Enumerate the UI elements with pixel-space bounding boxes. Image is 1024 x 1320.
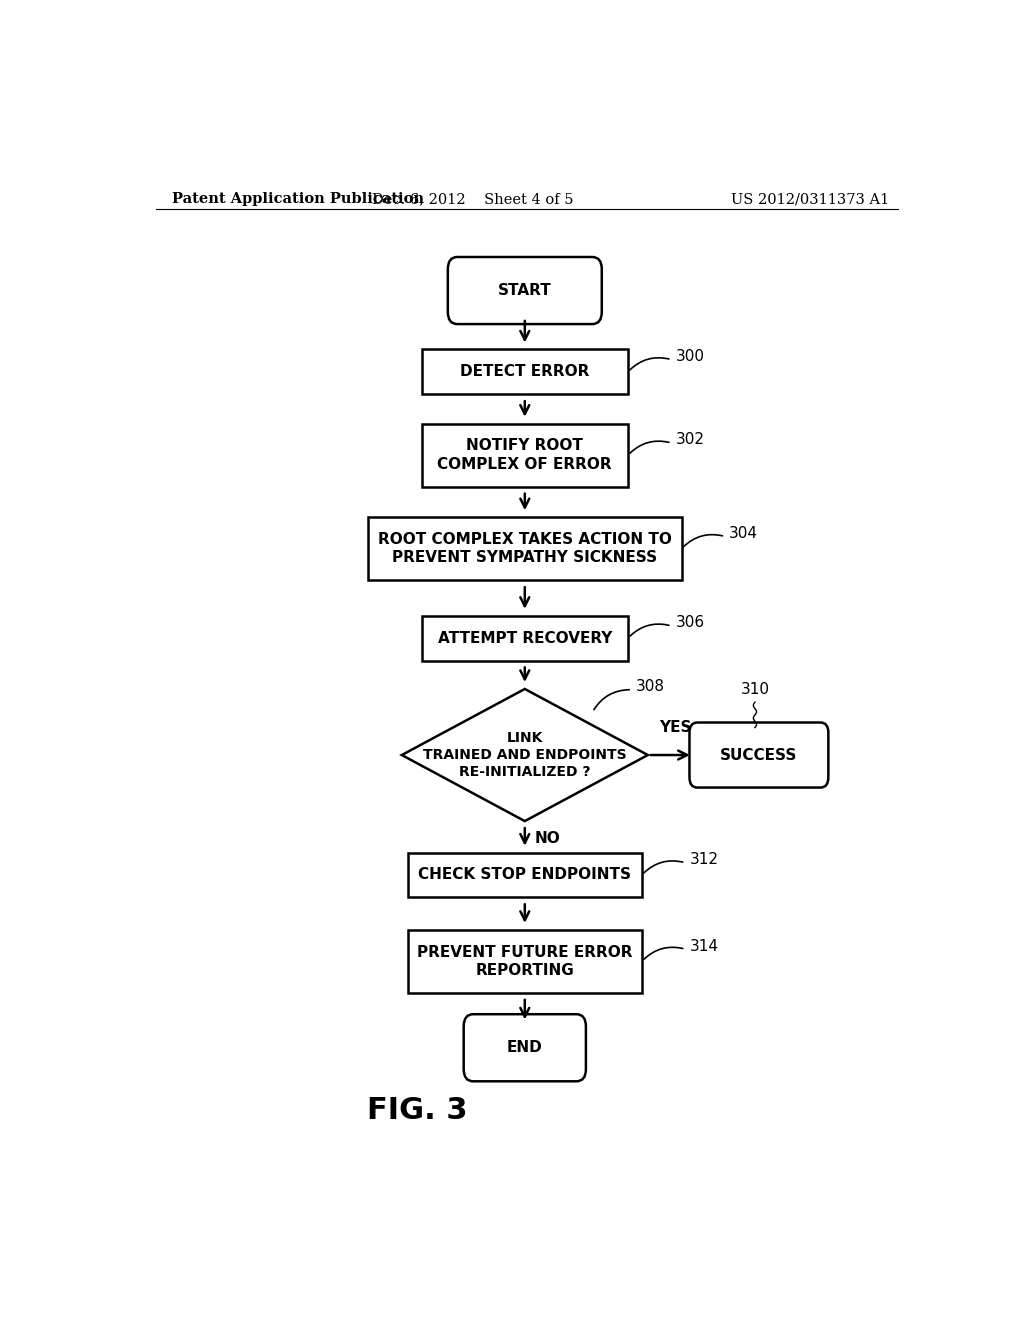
Bar (422, 350, 628, 395)
Bar (422, 615, 628, 660)
Text: 302: 302 (676, 433, 705, 447)
FancyArrowPatch shape (644, 861, 683, 873)
Text: DETECT ERROR: DETECT ERROR (460, 364, 590, 379)
FancyBboxPatch shape (689, 722, 828, 788)
Text: ATTEMPT RECOVERY: ATTEMPT RECOVERY (437, 631, 612, 645)
Text: 300: 300 (676, 348, 705, 364)
Text: 304: 304 (729, 525, 758, 541)
Bar (408, 853, 642, 898)
Text: 312: 312 (689, 853, 719, 867)
Bar (408, 929, 642, 993)
Bar (368, 517, 682, 581)
Bar (422, 424, 628, 487)
Text: YES: YES (659, 719, 692, 735)
FancyBboxPatch shape (447, 257, 602, 325)
FancyArrowPatch shape (594, 690, 630, 710)
Text: Patent Application Publication: Patent Application Publication (172, 191, 424, 206)
Text: NO: NO (535, 832, 560, 846)
FancyArrowPatch shape (630, 358, 669, 370)
Text: CHECK STOP ENDPOINTS: CHECK STOP ENDPOINTS (418, 867, 632, 883)
Text: 310: 310 (740, 682, 769, 697)
Text: SUCCESS: SUCCESS (720, 747, 798, 763)
Text: PREVENT FUTURE ERROR
REPORTING: PREVENT FUTURE ERROR REPORTING (417, 945, 633, 978)
Text: US 2012/0311373 A1: US 2012/0311373 A1 (731, 191, 890, 206)
Polygon shape (401, 689, 648, 821)
Text: ROOT COMPLEX TAKES ACTION TO
PREVENT SYMPATHY SICKNESS: ROOT COMPLEX TAKES ACTION TO PREVENT SYM… (378, 532, 672, 565)
Text: 306: 306 (676, 615, 705, 631)
Text: LINK
TRAINED AND ENDPOINTS
RE-INITIALIZED ?: LINK TRAINED AND ENDPOINTS RE-INITIALIZE… (423, 731, 627, 779)
Text: Dec. 6, 2012    Sheet 4 of 5: Dec. 6, 2012 Sheet 4 of 5 (373, 191, 574, 206)
Text: 314: 314 (689, 939, 719, 953)
FancyArrowPatch shape (630, 441, 669, 453)
Text: 308: 308 (636, 680, 666, 694)
Text: END: END (507, 1040, 543, 1055)
Text: START: START (498, 282, 552, 298)
FancyArrowPatch shape (630, 624, 669, 636)
Text: FIG. 3: FIG. 3 (368, 1097, 468, 1125)
FancyArrowPatch shape (644, 948, 683, 960)
FancyBboxPatch shape (464, 1014, 586, 1081)
FancyArrowPatch shape (683, 535, 723, 546)
Text: NOTIFY ROOT
COMPLEX OF ERROR: NOTIFY ROOT COMPLEX OF ERROR (437, 438, 612, 473)
